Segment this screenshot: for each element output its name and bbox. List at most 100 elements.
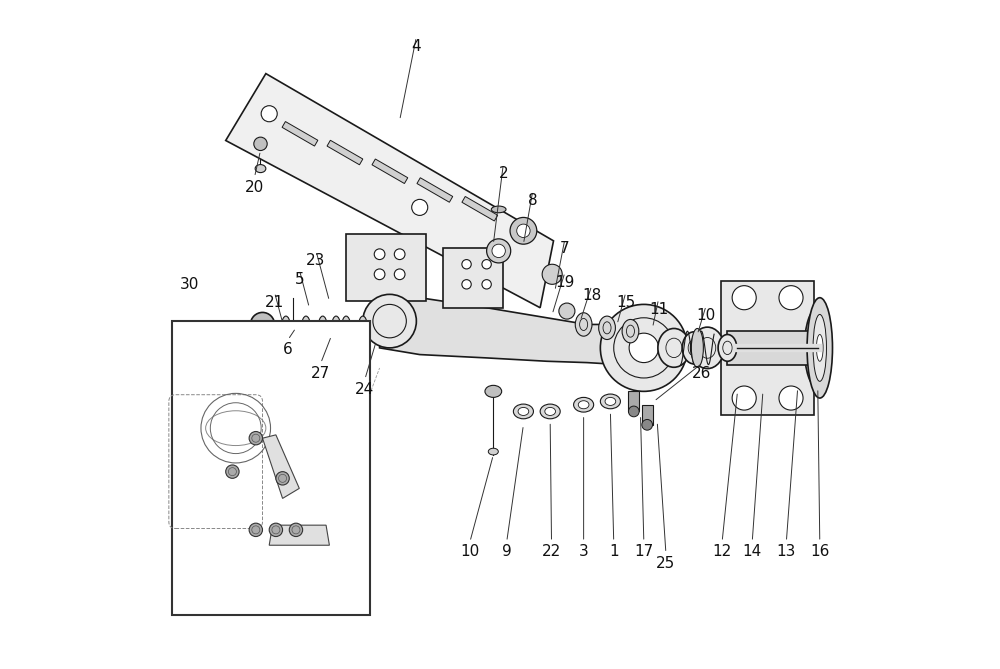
Ellipse shape xyxy=(342,316,350,333)
Polygon shape xyxy=(263,435,299,498)
Ellipse shape xyxy=(599,316,615,340)
Ellipse shape xyxy=(332,316,340,333)
Circle shape xyxy=(254,137,267,151)
Circle shape xyxy=(487,239,511,263)
Circle shape xyxy=(374,249,385,260)
Circle shape xyxy=(779,286,803,310)
Polygon shape xyxy=(372,159,408,183)
Circle shape xyxy=(269,523,283,537)
Ellipse shape xyxy=(718,334,737,361)
Ellipse shape xyxy=(600,394,620,409)
Text: 17: 17 xyxy=(634,545,653,559)
Circle shape xyxy=(542,264,562,284)
Circle shape xyxy=(374,269,385,280)
Bar xyxy=(628,391,639,411)
Polygon shape xyxy=(269,525,329,545)
Bar xyxy=(727,331,818,365)
Text: 21: 21 xyxy=(265,295,284,310)
Text: 4: 4 xyxy=(412,39,421,54)
Circle shape xyxy=(629,333,659,363)
Circle shape xyxy=(462,280,471,289)
Ellipse shape xyxy=(658,328,690,367)
Ellipse shape xyxy=(575,313,592,336)
Polygon shape xyxy=(327,140,363,165)
Polygon shape xyxy=(462,197,498,221)
Text: 9: 9 xyxy=(502,545,512,559)
Ellipse shape xyxy=(622,319,639,343)
Circle shape xyxy=(510,217,537,244)
Ellipse shape xyxy=(282,316,290,333)
Ellipse shape xyxy=(807,298,832,398)
Text: 5: 5 xyxy=(294,272,304,287)
Text: 24: 24 xyxy=(355,382,374,397)
Text: 16: 16 xyxy=(810,545,829,559)
Text: 19: 19 xyxy=(555,275,575,290)
Ellipse shape xyxy=(545,407,556,415)
Ellipse shape xyxy=(491,206,506,213)
Ellipse shape xyxy=(488,448,498,455)
Circle shape xyxy=(276,472,289,485)
Text: 30: 30 xyxy=(180,277,199,292)
Circle shape xyxy=(732,386,756,410)
Text: 6: 6 xyxy=(283,343,293,357)
Ellipse shape xyxy=(302,316,310,333)
Circle shape xyxy=(226,465,239,478)
Ellipse shape xyxy=(359,316,367,333)
Polygon shape xyxy=(443,248,503,308)
Circle shape xyxy=(394,249,405,260)
Text: 26: 26 xyxy=(692,366,712,381)
Circle shape xyxy=(363,294,416,348)
Text: 8: 8 xyxy=(528,193,538,208)
Circle shape xyxy=(462,260,471,269)
Bar xyxy=(642,405,653,425)
Text: 23: 23 xyxy=(306,254,326,268)
Ellipse shape xyxy=(574,397,594,412)
Bar xyxy=(172,321,370,615)
Text: 3: 3 xyxy=(579,545,588,559)
Text: 10: 10 xyxy=(460,545,480,559)
Circle shape xyxy=(250,312,275,337)
Circle shape xyxy=(600,304,687,391)
Text: 25: 25 xyxy=(656,556,676,571)
Ellipse shape xyxy=(605,397,616,405)
Text: 22: 22 xyxy=(542,545,561,559)
Text: 13: 13 xyxy=(777,545,796,559)
Text: 18: 18 xyxy=(582,288,601,303)
Circle shape xyxy=(628,406,639,417)
Text: 20: 20 xyxy=(245,180,264,195)
Ellipse shape xyxy=(816,334,823,361)
Text: 12: 12 xyxy=(712,545,732,559)
Circle shape xyxy=(482,260,491,269)
Circle shape xyxy=(642,419,653,430)
Ellipse shape xyxy=(691,328,703,367)
Text: 15: 15 xyxy=(616,295,635,310)
Ellipse shape xyxy=(319,316,327,333)
Ellipse shape xyxy=(804,308,831,388)
Circle shape xyxy=(492,244,505,258)
Ellipse shape xyxy=(813,314,826,381)
Circle shape xyxy=(289,523,303,537)
Polygon shape xyxy=(721,281,814,415)
Circle shape xyxy=(559,303,575,319)
Text: 7: 7 xyxy=(560,242,570,256)
Ellipse shape xyxy=(255,165,266,173)
Ellipse shape xyxy=(485,385,502,397)
Polygon shape xyxy=(417,178,453,202)
Ellipse shape xyxy=(682,332,706,364)
Circle shape xyxy=(779,386,803,410)
Circle shape xyxy=(249,523,263,537)
Polygon shape xyxy=(226,74,554,308)
Circle shape xyxy=(261,106,277,122)
Text: 27: 27 xyxy=(311,366,330,381)
Polygon shape xyxy=(282,122,318,146)
Text: 10: 10 xyxy=(696,308,716,323)
Circle shape xyxy=(394,269,405,280)
Ellipse shape xyxy=(691,327,724,369)
Circle shape xyxy=(412,199,428,215)
Text: 1: 1 xyxy=(609,545,619,559)
Polygon shape xyxy=(346,234,426,301)
Circle shape xyxy=(482,280,491,289)
Ellipse shape xyxy=(578,401,589,409)
Ellipse shape xyxy=(518,407,529,415)
Polygon shape xyxy=(380,284,640,368)
